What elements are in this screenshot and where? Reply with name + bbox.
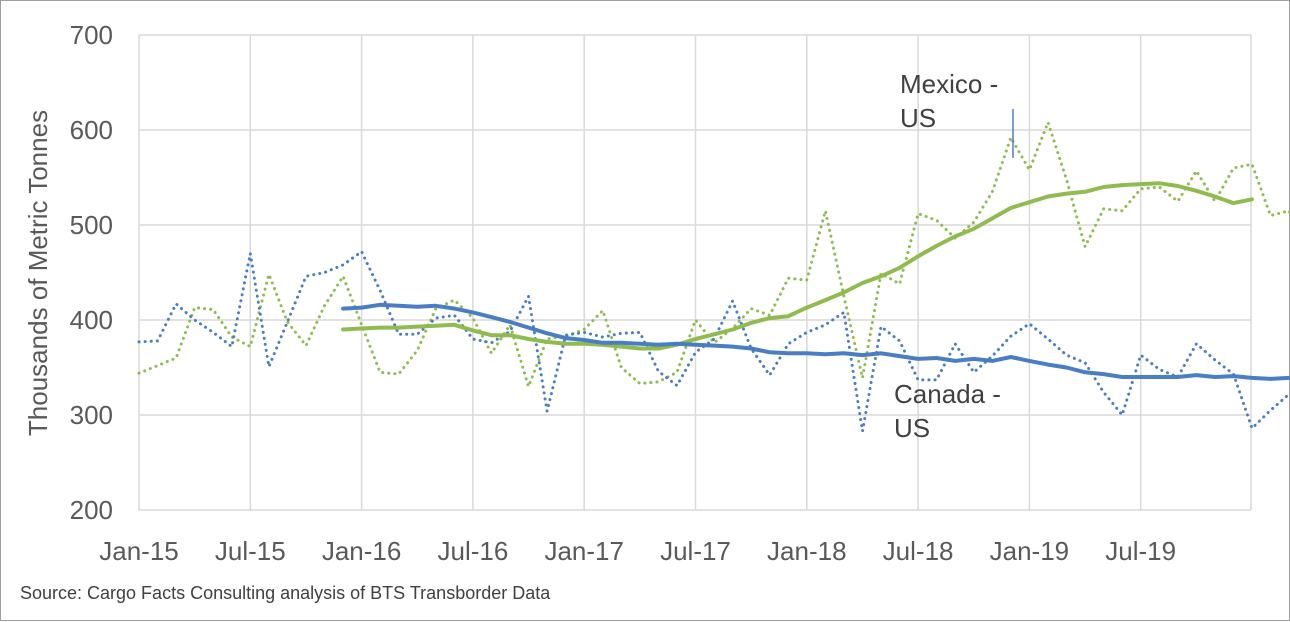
- x-tick-label: Jul-19: [1105, 536, 1176, 566]
- x-tick-label: Jan-17: [544, 536, 624, 566]
- x-tick-label: Jul-15: [215, 536, 286, 566]
- source-note: Source: Cargo Facts Consulting analysis …: [20, 583, 551, 603]
- canada-us-series-label: Canada -US: [894, 379, 1001, 443]
- y-tick-label: 700: [70, 20, 113, 50]
- series-line-canada-us-moving-average: [341, 302, 1290, 381]
- x-axis-ticks: Jan-15 Jul-15 Jan-16 Jul-16 Jan-17 Jul-17 Jan-…: [99, 536, 1176, 566]
- y-tick-label: 400: [70, 305, 113, 335]
- x-tick-label: Jan-19: [990, 536, 1070, 566]
- y-tick-label: 200: [70, 495, 113, 525]
- x-tick-label: Jan-15: [99, 536, 179, 566]
- x-tick-label: Jan-18: [767, 536, 847, 566]
- gridlines: [138, 34, 1252, 511]
- y-axis-label: Thousands of Metric Tonnes: [23, 110, 53, 436]
- y-tick-label: 500: [70, 210, 113, 240]
- series-line-mexico-us-moving-average: [341, 181, 1254, 351]
- y-axis-ticks: 700 600 500 400 300 200: [70, 20, 113, 525]
- series-line-canada-us: [137, 250, 1290, 433]
- series-line-mexico-us: [137, 120, 1290, 388]
- y-tick-label: 600: [70, 115, 113, 145]
- x-tick-label: Jan-16: [322, 536, 402, 566]
- x-tick-label: Jul-18: [883, 536, 954, 566]
- y-tick-label: 300: [70, 400, 113, 430]
- series-layer: [137, 120, 1290, 433]
- x-tick-label: Jul-17: [660, 536, 731, 566]
- mexico-us-series-label: Mexico -US: [900, 69, 998, 133]
- x-tick-label: Jul-16: [437, 536, 508, 566]
- series-labels: Canada -US Mexico -US: [894, 69, 1014, 443]
